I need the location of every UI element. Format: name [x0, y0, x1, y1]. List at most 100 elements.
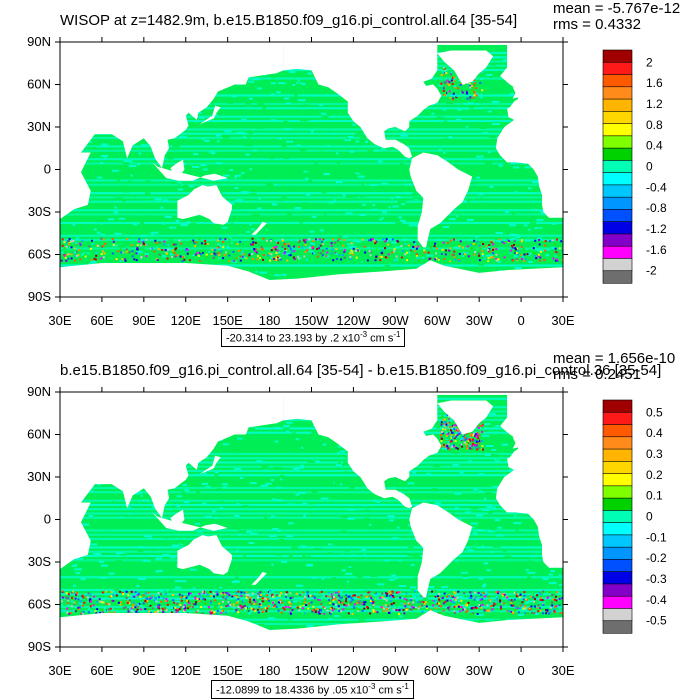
field-cell: [435, 247, 438, 250]
field-cell: [106, 160, 113, 163]
field-cell: [426, 494, 429, 497]
field-cell: [228, 260, 231, 263]
field-cell: [391, 537, 399, 540]
field-cell: [461, 246, 464, 249]
field-cell: [396, 607, 399, 610]
field-cell: [544, 226, 548, 228]
field-cell: [435, 607, 437, 610]
field-cell: [115, 197, 124, 200]
field-cell: [446, 445, 449, 448]
field-cell: [358, 608, 361, 611]
field-cell: [475, 248, 478, 251]
field-cell: [99, 161, 104, 164]
field-cell: [412, 246, 415, 248]
field-cell: [483, 595, 486, 598]
field-cell: [352, 253, 355, 256]
field-cell: [75, 241, 78, 244]
zonal-band: [60, 465, 563, 468]
field-cell: [440, 253, 443, 255]
field-cell: [403, 612, 406, 615]
field-cell: [266, 183, 272, 185]
field-cell: [288, 522, 294, 525]
field-cell: [509, 93, 514, 95]
field-cell: [200, 164, 207, 167]
field-cell: [73, 584, 77, 587]
field-cell: [483, 49, 489, 52]
field-cell: [80, 591, 85, 594]
field-cell: [456, 596, 459, 599]
field-cell: [350, 195, 358, 198]
field-cell: [177, 181, 182, 184]
field-cell: [470, 434, 473, 437]
field-cell: [342, 608, 345, 611]
field-cell: [391, 608, 394, 611]
field-cell: [551, 593, 554, 596]
field-cell: [536, 228, 544, 231]
field-cell: [222, 596, 225, 599]
colorbar-label: 0.4: [646, 139, 663, 153]
field-cell: [292, 84, 296, 86]
field-cell: [246, 596, 249, 598]
map-panel-top: 30E 60E 90E 120E 150E 180 150W 120W 90W 60W 30W 0 30…: [27, 0, 680, 347]
field-cell: [237, 533, 242, 536]
field-cell: [211, 103, 215, 105]
field-cell: [524, 258, 527, 261]
field-cell: [395, 577, 398, 580]
field-cell: [336, 162, 340, 164]
field-cell: [522, 598, 525, 601]
field-cell: [270, 157, 274, 160]
field-cell: [476, 612, 479, 615]
field-cell: [391, 590, 394, 593]
field-cell: [542, 590, 545, 593]
field-cell: [452, 94, 455, 97]
field-cell: [375, 240, 378, 243]
field-cell: [379, 596, 382, 599]
colorbar-label: 0.3: [646, 447, 663, 461]
field-cell: [373, 499, 377, 502]
field-cell: [157, 604, 160, 607]
field-cell: [363, 603, 366, 606]
field-cell: [371, 527, 377, 530]
field-cell: [237, 598, 240, 600]
field-cell: [108, 215, 112, 218]
field-cell: [213, 252, 216, 255]
field-cell: [88, 263, 94, 265]
field-cell: [77, 254, 80, 257]
zonal-band: [60, 588, 563, 592]
field-cell: [427, 112, 430, 115]
field-cell: [278, 199, 284, 202]
colorbar-swatch: [602, 209, 633, 223]
field-cell: [240, 591, 243, 594]
field-cell: [331, 248, 334, 251]
field-cell: [322, 606, 325, 608]
field-cell: [498, 269, 502, 272]
field-cell: [137, 549, 144, 552]
colorbar-swatch: [602, 135, 633, 149]
field-cell: [154, 198, 163, 201]
field-cell: [103, 607, 106, 610]
field-cell: [135, 492, 139, 495]
field-cell: [148, 537, 152, 540]
field-cell: [61, 590, 64, 593]
field-cell: [357, 171, 364, 174]
field-cell: [503, 242, 506, 245]
field-cell: [255, 248, 258, 251]
field-cell: [448, 136, 452, 138]
field-cell: [481, 603, 484, 606]
field-cell: [325, 245, 328, 248]
field-cell: [319, 229, 324, 232]
field-cell: [137, 592, 140, 595]
field-cell: [208, 606, 210, 609]
field-cell: [323, 612, 326, 615]
field-cell: [433, 602, 436, 605]
field-cell: [402, 238, 409, 241]
field-cell: [452, 431, 455, 434]
field-cell: [95, 258, 97, 261]
field-cell: [446, 599, 449, 602]
field-cell: [430, 246, 433, 249]
field-cell: [458, 430, 461, 433]
field-cell: [446, 102, 454, 105]
field-cell: [231, 595, 234, 598]
field-cell: [278, 137, 282, 140]
field-cell: [497, 260, 501, 263]
